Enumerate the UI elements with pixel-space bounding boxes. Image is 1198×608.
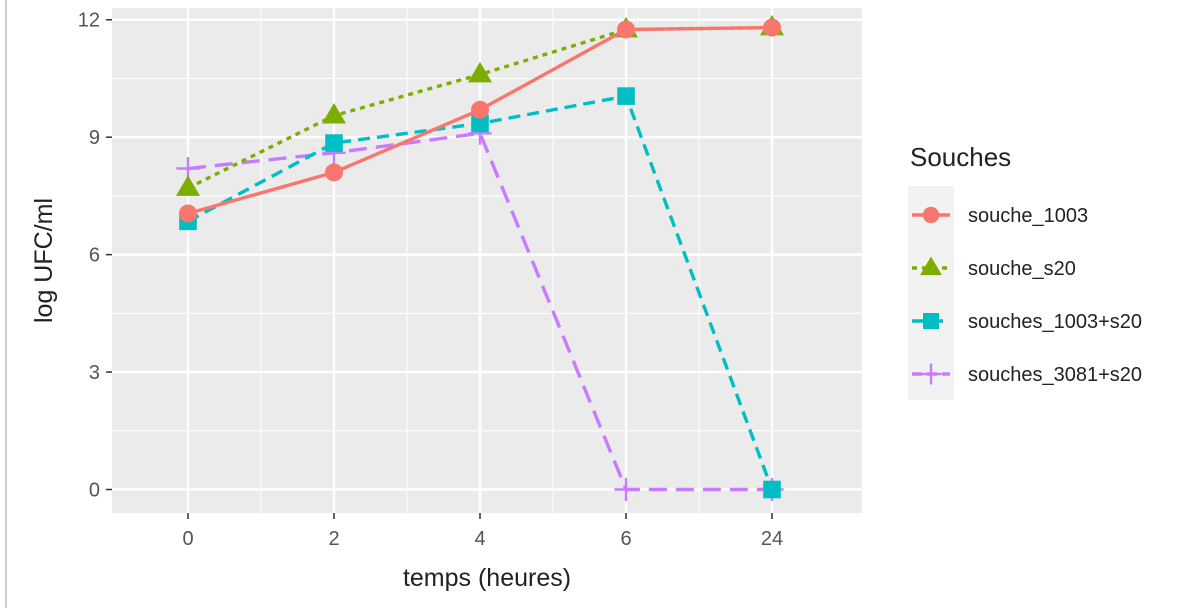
legend: Souches souche_1003 souche_s20 souches_100…: [908, 142, 1142, 400]
legend-key-marker: [920, 256, 942, 276]
legend-title: Souches: [910, 142, 1011, 172]
y-tick-label: 12: [78, 10, 100, 32]
legend-item: souches_1003+s20: [912, 311, 1142, 333]
legend-label: souche_s20: [968, 258, 1076, 280]
x-tick-label: 24: [761, 528, 783, 550]
x-tick-label: 6: [620, 528, 631, 550]
x-axis-title: temps (heures): [403, 564, 571, 592]
y-axis-title: log UFC/ml: [30, 198, 58, 323]
legend-key-marker: [923, 313, 939, 329]
data-point: [471, 114, 489, 133]
series-line: [187, 131, 772, 492]
x-tick-label: 0: [182, 528, 193, 550]
legend-item: souche_s20: [912, 256, 1076, 280]
data-point: [324, 163, 344, 182]
y-tick-label: 6: [89, 245, 100, 267]
data-point: [178, 204, 198, 223]
series-souche_1003: [178, 18, 782, 223]
data-point: [325, 134, 343, 152]
legend-label: souches_3081+s20: [968, 364, 1142, 386]
legend-key-marker: [920, 363, 942, 385]
left-border-line: [5, 0, 7, 608]
legend-key-marker: [922, 206, 940, 224]
data-point: [616, 20, 636, 39]
legend-label: souche_1003: [968, 205, 1088, 227]
data-point: [617, 87, 635, 105]
y-tick-label: 0: [89, 480, 100, 502]
data-point: [763, 480, 781, 499]
data-point: [614, 477, 638, 502]
data-point: [175, 175, 201, 196]
data-point: [321, 103, 347, 124]
x-tick-label: 2: [328, 528, 339, 550]
legend-item: souche_1003: [912, 205, 1088, 227]
legend-item: souches_3081+s20: [912, 363, 1142, 386]
data-point: [470, 100, 490, 119]
data-point: [467, 61, 493, 83]
data-point: [762, 18, 782, 37]
plot-panel: [112, 8, 862, 513]
legend-label: souches_1003+s20: [968, 311, 1142, 333]
series-layer: [175, 14, 785, 502]
y-tick-label: 9: [89, 127, 100, 149]
y-tick-label: 3: [89, 362, 100, 384]
x-tick-label: 4: [474, 528, 485, 550]
